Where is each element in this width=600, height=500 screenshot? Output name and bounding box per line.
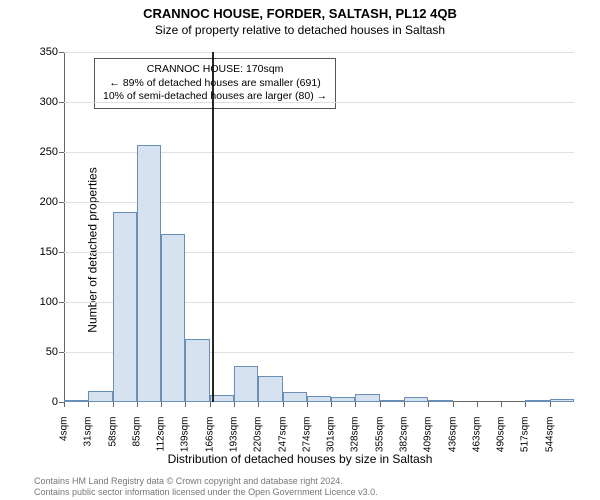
x-tick-label: 58sqm — [107, 411, 118, 447]
histogram-bar — [234, 366, 258, 402]
histogram-bar — [161, 234, 185, 402]
x-tick-mark — [550, 402, 551, 407]
x-tick-label: 463sqm — [471, 411, 482, 453]
x-tick-mark — [234, 402, 235, 407]
histogram-bar — [428, 400, 452, 402]
x-tick-label: 139sqm — [180, 411, 191, 453]
footer-line: Contains HM Land Registry data © Crown c… — [34, 476, 378, 487]
x-tick-mark — [428, 402, 429, 407]
footer-line: Contains public sector information licen… — [34, 487, 378, 498]
x-tick-label: 166sqm — [204, 411, 215, 453]
histogram-bar — [331, 397, 355, 402]
x-tick-mark — [380, 402, 381, 407]
property-marker-line — [212, 52, 214, 402]
chart-subtitle: Size of property relative to detached ho… — [0, 21, 600, 37]
grid-line — [64, 102, 574, 103]
y-tick-mark — [59, 102, 64, 103]
y-tick-mark — [59, 352, 64, 353]
x-tick-label: 274sqm — [301, 411, 312, 453]
chart-title: CRANNOC HOUSE, FORDER, SALTASH, PL12 4QB — [0, 0, 600, 21]
histogram-bar — [113, 212, 137, 402]
x-tick-mark — [283, 402, 284, 407]
y-tick-mark — [59, 52, 64, 53]
y-tick-mark — [59, 152, 64, 153]
x-tick-label: 436sqm — [447, 411, 458, 453]
histogram-bar — [355, 394, 379, 402]
x-tick-label: 247sqm — [277, 411, 288, 453]
x-tick-mark — [161, 402, 162, 407]
x-tick-mark — [137, 402, 138, 407]
x-tick-label: 31sqm — [83, 411, 94, 447]
x-tick-mark — [404, 402, 405, 407]
histogram-bar — [380, 400, 404, 402]
histogram-bar — [137, 145, 161, 402]
footer: Contains HM Land Registry data © Crown c… — [34, 476, 378, 499]
x-tick-mark — [210, 402, 211, 407]
histogram-bar — [185, 339, 209, 402]
x-tick-mark — [307, 402, 308, 407]
histogram-bar — [404, 397, 428, 402]
x-tick-label: 355sqm — [374, 411, 385, 453]
x-tick-label: 490sqm — [496, 411, 507, 453]
x-tick-mark — [113, 402, 114, 407]
annotation-line: CRANNOC HOUSE: 170sqm — [103, 63, 327, 77]
x-axis-label: Distribution of detached houses by size … — [0, 452, 600, 466]
x-tick-label: 4sqm — [59, 411, 70, 441]
chart-container: CRANNOC HOUSE, FORDER, SALTASH, PL12 4QB… — [0, 0, 600, 500]
x-tick-mark — [525, 402, 526, 407]
x-tick-label: 382sqm — [399, 411, 410, 453]
x-tick-mark — [501, 402, 502, 407]
x-tick-mark — [64, 402, 65, 407]
x-tick-mark — [453, 402, 454, 407]
x-tick-label: 409sqm — [423, 411, 434, 453]
y-tick-mark — [59, 252, 64, 253]
x-tick-label: 193sqm — [229, 411, 240, 453]
histogram-bar — [283, 392, 307, 402]
x-tick-label: 112sqm — [156, 411, 167, 452]
histogram-bar — [64, 400, 88, 402]
x-tick-mark — [477, 402, 478, 407]
x-tick-mark — [185, 402, 186, 407]
x-tick-label: 85sqm — [131, 411, 142, 447]
histogram-bar — [550, 399, 574, 402]
histogram-bar — [525, 400, 549, 402]
x-tick-mark — [88, 402, 89, 407]
plot-area: CRANNOC HOUSE: 170sqm ← 89% of detached … — [64, 52, 574, 402]
x-tick-label: 301sqm — [326, 411, 337, 453]
histogram-bar — [258, 376, 282, 402]
x-tick-label: 328sqm — [350, 411, 361, 453]
y-tick-mark — [59, 302, 64, 303]
histogram-bar — [88, 391, 112, 402]
y-tick-mark — [59, 202, 64, 203]
x-tick-mark — [258, 402, 259, 407]
x-tick-label: 220sqm — [253, 411, 264, 453]
annotation-line: ← 89% of detached houses are smaller (69… — [103, 77, 327, 91]
y-axis-line — [64, 52, 65, 402]
x-tick-label: 544sqm — [544, 411, 555, 453]
x-tick-mark — [355, 402, 356, 407]
x-tick-label: 517sqm — [520, 411, 531, 453]
grid-line — [64, 52, 574, 53]
x-tick-mark — [331, 402, 332, 407]
histogram-bar — [307, 396, 331, 402]
